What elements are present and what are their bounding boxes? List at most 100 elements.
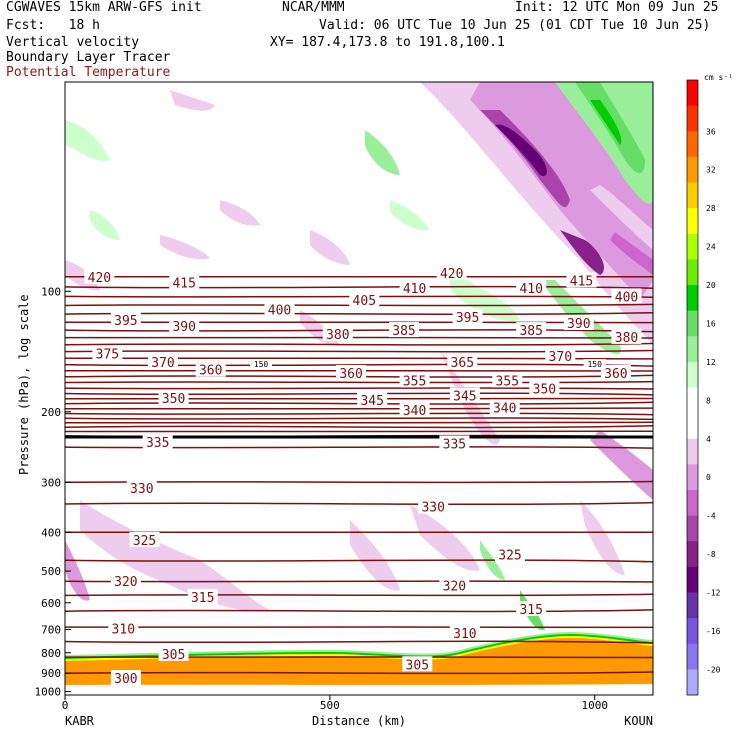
colorbar-swatch <box>687 592 698 619</box>
colorbar-label: -16 <box>706 627 721 636</box>
theta-contour-line <box>65 387 653 390</box>
theta-contour-line <box>65 401 653 405</box>
plot-frame <box>64 81 654 696</box>
theta-contour-line <box>65 559 653 563</box>
theta-label: 395 <box>456 311 479 326</box>
theta-label: 300 <box>114 672 137 687</box>
x-tick-label: 1000 <box>581 699 608 712</box>
header-line1-mid: NCAR/MMM <box>282 0 345 15</box>
theta-label: 400 <box>615 290 638 305</box>
colorbar-label: 20 <box>706 281 716 290</box>
theta-label: 305 <box>406 658 429 673</box>
header-line1-right: Init: 12 UTC Mon 09 Jun 25 <box>515 0 719 15</box>
theta-label-bg <box>600 365 631 380</box>
theta-contour-line <box>65 593 653 597</box>
theta-label-bg <box>158 390 189 406</box>
theta-label: 395 <box>114 314 137 329</box>
theta-contour-line <box>65 501 653 505</box>
colorbar-swatch <box>687 387 698 414</box>
theta-label-bg <box>418 498 449 514</box>
theta-label-bg <box>108 620 139 636</box>
theta-contour-line <box>65 656 653 659</box>
theta-label: 330 <box>130 482 153 497</box>
theta-label-bg <box>169 317 200 333</box>
theta-label-bg <box>402 656 433 672</box>
theta-label-bg <box>336 365 367 380</box>
theta-contour-line <box>65 311 653 316</box>
header-line3-left: Vertical velocity <box>6 35 140 50</box>
theta-label-bg <box>399 372 430 388</box>
colorbar-label: 16 <box>706 319 716 328</box>
theta-label: 360 <box>604 367 627 382</box>
theta-label-bg <box>439 435 470 451</box>
theta-label-bg <box>92 345 123 361</box>
colorbar-swatch <box>687 105 698 132</box>
colorbar-label: 28 <box>706 204 716 213</box>
tracer-label-bg <box>583 359 606 370</box>
header-line3-right: XY= 187.4,173.8 to 191.8,100.1 <box>270 35 505 50</box>
colorbar-swatch <box>687 541 698 568</box>
colorbar-swatch <box>687 233 698 260</box>
y-tick-label: 200 <box>41 406 61 419</box>
theta-label-bg <box>449 625 480 641</box>
colorbar-swatch <box>687 515 698 542</box>
colorbar-label: 8 <box>706 396 711 405</box>
y-tick-label: 500 <box>41 565 61 578</box>
theta-label-bg <box>349 291 380 307</box>
theta-label-bg <box>148 353 178 369</box>
theta-label-bg <box>563 315 594 330</box>
theta-contour-line <box>65 640 653 644</box>
colorbar-swatch <box>687 413 698 440</box>
x-endpoint-start: KABR <box>65 714 95 728</box>
header-line4-left: Boundary Layer Tracer <box>6 50 171 65</box>
theta-label: 415 <box>172 276 195 291</box>
colorbar-swatch <box>687 156 698 184</box>
theta-label: 415 <box>570 275 593 290</box>
colorbar-label: 32 <box>706 166 716 175</box>
theta-contour-line <box>65 417 653 421</box>
theta-label: 360 <box>199 364 222 379</box>
theta-label-bg <box>566 272 597 288</box>
theta-contour-line <box>65 609 653 613</box>
theta-label-bg <box>492 372 523 388</box>
theta-label-bg <box>389 322 419 338</box>
theta-contour-line <box>65 380 653 384</box>
colorbar-swatch <box>687 259 698 286</box>
theta-label: 380 <box>326 328 349 343</box>
theta-contour-line <box>65 336 653 339</box>
theta-label: 310 <box>453 627 476 642</box>
tracer-label: 150 <box>587 360 602 369</box>
x-endpoint-end: KOUN <box>624 714 653 728</box>
header-line2-left: Fcst: 18 h <box>6 18 100 33</box>
theta-contour-line <box>65 671 653 675</box>
theta-label: 335 <box>146 436 169 451</box>
theta-label-bg <box>399 279 430 295</box>
colorbar-swatch <box>687 669 698 696</box>
colorbar-swatch <box>687 285 698 312</box>
theta-label-bg <box>452 309 483 325</box>
theta-label-bg <box>449 387 480 403</box>
theta-label-bg <box>516 322 547 338</box>
theta-contour-line <box>65 407 653 410</box>
theta-label-bg <box>529 380 560 396</box>
colorbar: 36 32 28 24 20 16 12 8 4 0 -4 -8 -12 -16 -20 cm s⁻¹ <box>686 73 733 696</box>
theta-label: 330 <box>421 501 444 516</box>
theta-label: 375 <box>96 348 119 363</box>
theta-contour-line <box>65 329 653 333</box>
colorbar-swatch <box>687 336 698 363</box>
theta-label: 390 <box>567 317 590 332</box>
colorbar-swatch <box>687 131 698 158</box>
colorbar-swatch <box>687 361 698 389</box>
theta-label: 345 <box>453 389 476 404</box>
y-tick-label: 100 <box>41 285 61 298</box>
theta-contour-line <box>65 363 653 367</box>
theta-label: 325 <box>498 549 521 564</box>
colorbar-label: 4 <box>706 435 711 444</box>
colorbar-swatch <box>687 80 698 107</box>
theta-contour-line <box>65 424 653 429</box>
theta-label-bg <box>436 265 467 280</box>
theta-label: 370 <box>549 350 572 365</box>
colorbar-label: 24 <box>706 243 716 252</box>
y-tick-label: 300 <box>41 476 61 489</box>
colorbar-swatch <box>687 643 698 670</box>
